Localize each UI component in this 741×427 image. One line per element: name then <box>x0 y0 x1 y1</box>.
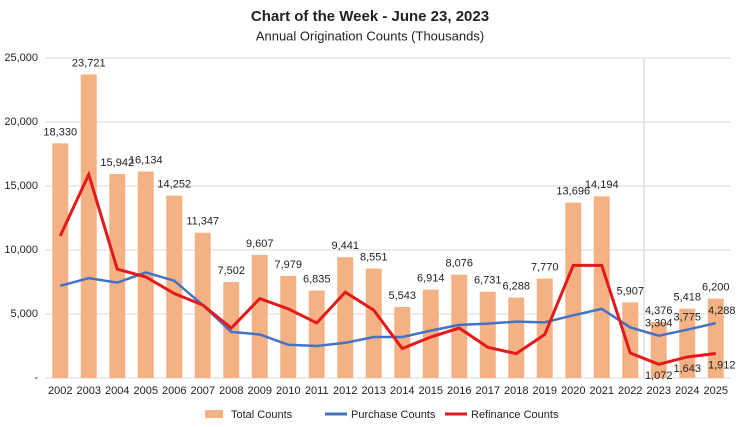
bar-label: 5,418 <box>673 292 701 304</box>
y-tick-label: 10,000 <box>4 244 38 256</box>
bar <box>308 290 325 378</box>
x-tick-label: 2017 <box>476 385 500 397</box>
bar <box>52 143 69 378</box>
x-tick-label: 2003 <box>77 385 101 397</box>
chart-subtitle: Annual Origination Counts (Thousands) <box>256 28 484 43</box>
bar <box>365 268 382 378</box>
bar <box>508 297 525 378</box>
y-tick-label: - <box>34 372 38 384</box>
chart-title: Chart of the Week - June 23, 2023 <box>251 8 489 25</box>
x-tick-label: 2007 <box>191 385 215 397</box>
bar-label: 9,441 <box>331 240 359 252</box>
x-tick-label: 2011 <box>305 385 329 397</box>
legend-swatch <box>205 410 223 418</box>
legend-label: Total Counts <box>231 409 293 421</box>
x-tick-label: 2009 <box>248 385 272 397</box>
bar <box>251 255 268 378</box>
bar <box>565 202 582 378</box>
x-tick-label: 2004 <box>105 385 129 397</box>
x-tick-label: 2020 <box>561 385 585 397</box>
bar <box>707 298 724 378</box>
bar <box>137 171 154 378</box>
x-tick-label: 2015 <box>419 385 443 397</box>
x-tick-label: 2022 <box>618 385 642 397</box>
line-label: 1,912 <box>708 359 736 371</box>
bar <box>451 274 468 378</box>
line-label: 3,775 <box>673 312 701 324</box>
y-tick-label: 15,000 <box>4 180 38 192</box>
bar-label: 6,914 <box>417 272 445 284</box>
bar-label: 14,194 <box>585 179 619 191</box>
x-tick-label: 2025 <box>704 385 728 397</box>
bar <box>422 289 439 378</box>
bar-label: 7,979 <box>274 259 302 271</box>
line-label: 4,288 <box>708 305 736 317</box>
bar <box>394 307 411 378</box>
bar-label: 13,696 <box>556 186 590 198</box>
bar-label: 5,543 <box>388 290 416 302</box>
y-tick-label: 20,000 <box>4 116 38 128</box>
x-tick-label: 2008 <box>219 385 243 397</box>
bar-label: 6,288 <box>502 280 530 292</box>
line-label: 3,304 <box>645 318 673 330</box>
legend-label: Refinance Counts <box>471 409 559 421</box>
bar-label: 16,134 <box>129 154 163 166</box>
bar <box>593 196 610 378</box>
x-tick-label: 2010 <box>276 385 300 397</box>
x-tick-label: 2005 <box>134 385 158 397</box>
bar-label: 14,252 <box>157 178 191 190</box>
x-tick-label: 2012 <box>333 385 357 397</box>
bar-label: 6,731 <box>474 275 502 287</box>
y-tick-label: 5,000 <box>10 308 38 320</box>
x-tick-label: 2018 <box>504 385 528 397</box>
bar-label: 7,502 <box>217 265 245 277</box>
bar-label: 18,330 <box>43 126 77 138</box>
x-tick-label: 2021 <box>590 385 614 397</box>
bar-label: 6,200 <box>702 282 730 294</box>
bar-label: 15,942 <box>100 157 134 169</box>
line-label: 1,643 <box>673 363 701 375</box>
x-tick-label: 2023 <box>647 385 671 397</box>
bar-label: 7,770 <box>531 261 559 273</box>
bar-label: 6,835 <box>303 273 331 285</box>
y-tick-label: 25,000 <box>4 52 38 64</box>
bar <box>536 278 553 378</box>
bar-label: 23,721 <box>72 57 106 69</box>
x-tick-label: 2006 <box>162 385 186 397</box>
line <box>59 271 717 348</box>
bar-label: 4,376 <box>645 305 673 317</box>
bar <box>166 195 183 378</box>
bar-label: 5,907 <box>616 285 644 297</box>
line <box>58 170 716 366</box>
bar-label: 8,076 <box>445 258 473 270</box>
bar-label: 8,551 <box>360 251 388 263</box>
x-tick-label: 2019 <box>533 385 557 397</box>
bar <box>337 257 354 378</box>
bar-label: 9,607 <box>246 238 274 250</box>
bar <box>479 291 496 378</box>
x-tick-label: 2016 <box>447 385 471 397</box>
bar <box>622 302 639 378</box>
legend-label: Purchase Counts <box>351 409 436 421</box>
bar <box>679 308 696 378</box>
bar <box>80 74 97 378</box>
x-tick-label: 2024 <box>675 385 699 397</box>
bar <box>109 173 126 378</box>
x-tick-label: 2013 <box>362 385 386 397</box>
bar <box>280 275 297 378</box>
x-tick-label: 2002 <box>48 385 72 397</box>
x-tick-label: 2014 <box>390 385 414 397</box>
line-label: 1,072 <box>645 370 673 382</box>
bar-label: 11,347 <box>186 216 219 228</box>
